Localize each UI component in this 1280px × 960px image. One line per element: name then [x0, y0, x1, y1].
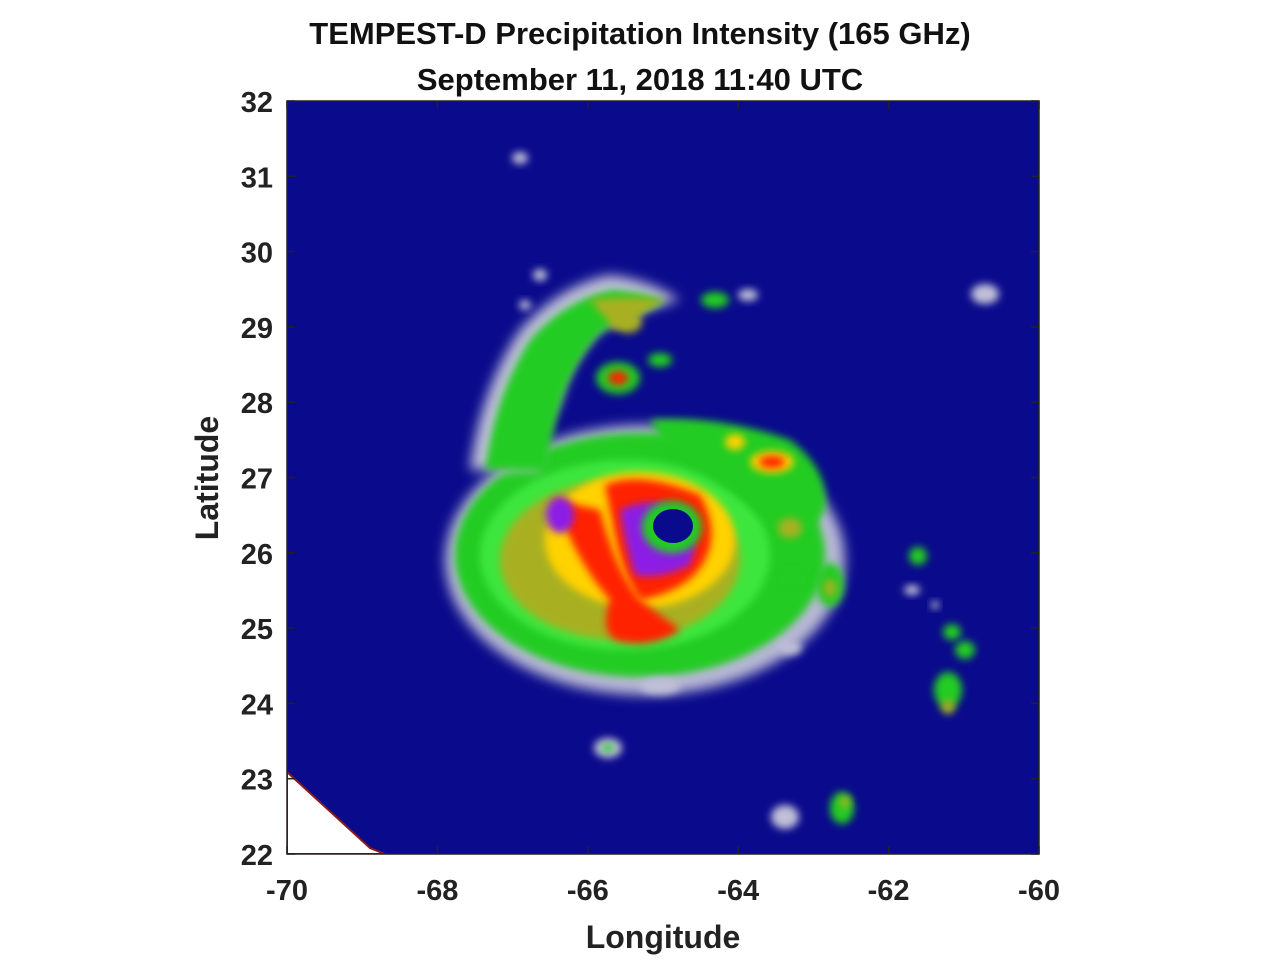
x-axis: -70 -68 -66 -64 -62 -60	[266, 101, 1060, 907]
no-data-region	[287, 770, 386, 854]
y-tick-label: 32	[241, 87, 273, 119]
y-tick-label: 30	[241, 238, 273, 270]
y-axis-label: Latitude	[189, 416, 225, 540]
chart-title: TEMPEST-D Precipitation Intensity (165 G…	[309, 16, 971, 51]
northeast-cell	[650, 419, 844, 655]
isolated-north-cell	[512, 152, 528, 164]
hurricane-eye	[642, 501, 702, 553]
y-tick-label: 28	[241, 388, 273, 420]
x-tick-label: -64	[717, 875, 759, 907]
y-tick-label: 23	[241, 765, 273, 797]
y-axis: 22 23 24 25 26 27 28 29 30 31 32	[241, 87, 1039, 872]
x-tick-label: -68	[416, 875, 458, 907]
x-tick-label: -70	[266, 875, 308, 907]
chart-subtitle: September 11, 2018 11:40 UTC	[416, 62, 864, 97]
y-tick-label: 27	[241, 464, 273, 496]
y-tick-label: 31	[241, 162, 273, 194]
y-tick-label: 25	[241, 614, 273, 646]
x-tick-label: -62	[868, 875, 910, 907]
precipitation-field	[287, 152, 999, 854]
x-tick-label: -66	[567, 875, 609, 907]
y-tick-label: 29	[241, 313, 273, 345]
isolated-northeast-cell	[971, 284, 999, 304]
y-tick-label: 24	[241, 689, 273, 721]
y-tick-label: 22	[241, 840, 273, 872]
east-cells	[904, 547, 975, 714]
y-tick-label: 26	[241, 539, 273, 571]
south-cells	[594, 738, 854, 829]
x-axis-label: Longitude	[586, 919, 741, 955]
north-spiral-band	[470, 269, 758, 470]
x-tick-label: -60	[1018, 875, 1060, 907]
